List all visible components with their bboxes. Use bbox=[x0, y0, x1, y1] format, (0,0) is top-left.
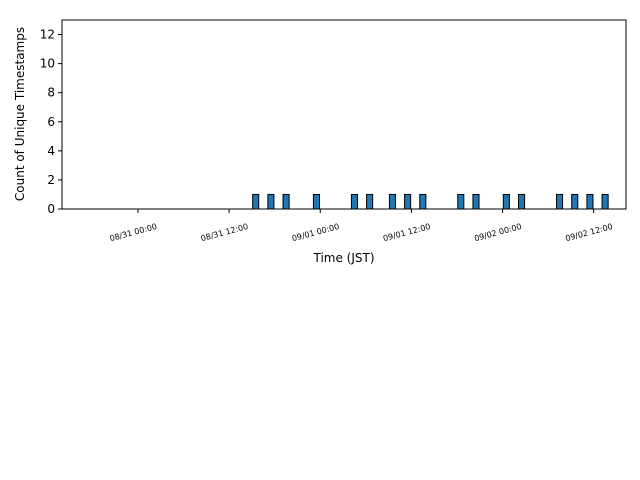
x-tick-label: 09/02 12:00 bbox=[564, 222, 613, 243]
bar bbox=[472, 193, 480, 210]
bar bbox=[388, 193, 396, 210]
x-tick-label: 08/31 00:00 bbox=[109, 222, 158, 243]
bar bbox=[555, 193, 564, 210]
bar bbox=[571, 193, 579, 210]
bar bbox=[282, 193, 290, 210]
bar bbox=[366, 193, 374, 210]
bar bbox=[419, 193, 427, 210]
y-tick-label: 4 bbox=[47, 144, 55, 158]
bar bbox=[267, 193, 275, 210]
bar bbox=[586, 193, 594, 210]
bar bbox=[312, 193, 321, 210]
y-tick-label: 10 bbox=[40, 57, 55, 71]
y-tick-label: 8 bbox=[47, 86, 55, 100]
bar bbox=[350, 193, 358, 210]
bar bbox=[601, 193, 609, 210]
y-axis-label: Count of Unique Timestamps bbox=[13, 27, 27, 201]
y-tick-label: 6 bbox=[47, 115, 55, 129]
bar bbox=[502, 193, 510, 210]
bar bbox=[457, 193, 465, 210]
x-tick-label: 09/01 00:00 bbox=[291, 222, 340, 243]
y-tick-label: 12 bbox=[40, 28, 55, 42]
x-tick-label: 08/31 12:00 bbox=[200, 222, 249, 243]
plot-frame bbox=[61, 19, 627, 210]
y-tick-label: 0 bbox=[47, 202, 55, 216]
bar bbox=[252, 193, 260, 210]
bar bbox=[404, 193, 412, 210]
y-tick-label: 2 bbox=[47, 173, 55, 187]
x-tick-label: 09/02 00:00 bbox=[473, 222, 522, 243]
x-tick-label: 09/01 12:00 bbox=[382, 222, 431, 243]
x-axis-label: Time (JST) bbox=[312, 251, 374, 265]
bar bbox=[518, 193, 526, 210]
